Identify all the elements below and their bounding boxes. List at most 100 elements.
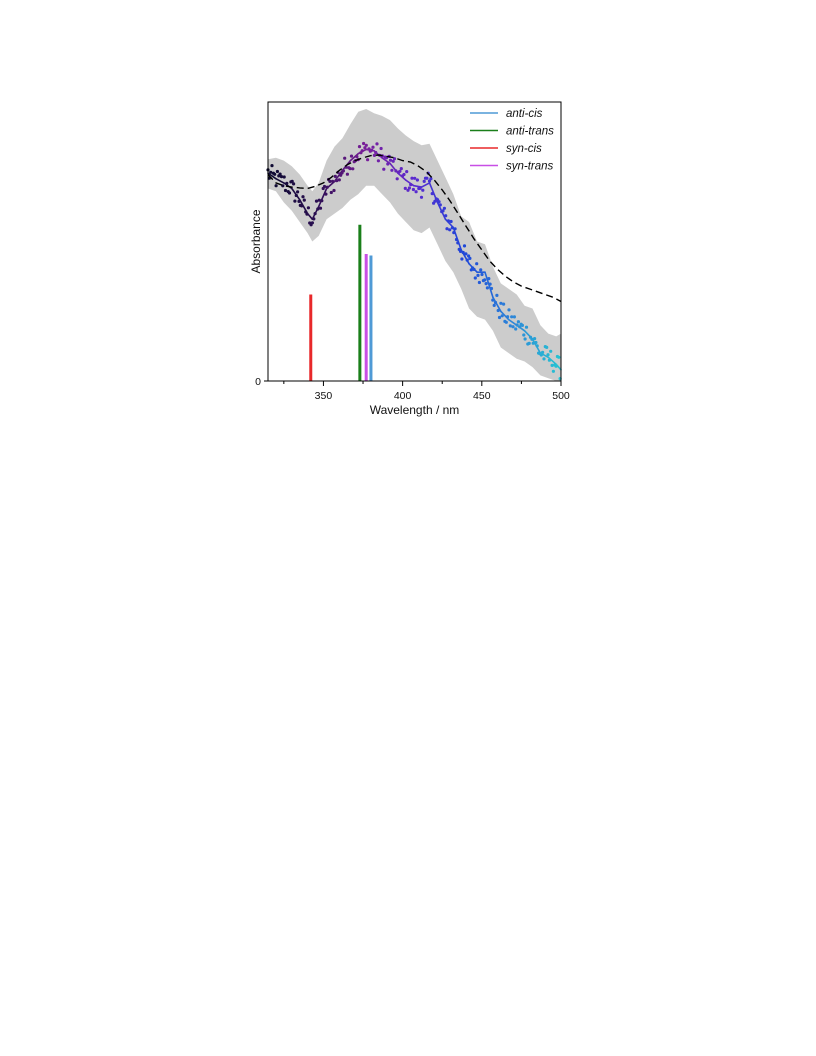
data-point bbox=[551, 369, 556, 373]
data-point bbox=[363, 146, 367, 150]
data-point bbox=[524, 325, 529, 329]
experimental-line-segment bbox=[349, 152, 360, 162]
experimental-line-segment bbox=[507, 318, 518, 327]
experimental-line-segment bbox=[499, 310, 510, 321]
data-point bbox=[557, 355, 561, 359]
data-point bbox=[275, 169, 279, 174]
y-tick-label: 0 bbox=[255, 376, 261, 388]
experimental-line-segment bbox=[298, 198, 309, 215]
x-tick-label: 450 bbox=[473, 390, 491, 402]
data-point bbox=[516, 320, 521, 324]
x-axis-label: Wavelength / nm bbox=[370, 403, 460, 417]
data-point bbox=[512, 315, 517, 319]
data-point bbox=[274, 184, 278, 188]
data-point bbox=[480, 272, 484, 277]
data-point bbox=[403, 186, 407, 190]
axis-ticks-layer: 350 400 450 500 0 bbox=[255, 376, 570, 402]
data-point bbox=[273, 172, 277, 176]
data-point bbox=[533, 337, 537, 341]
data-point bbox=[460, 257, 464, 261]
data-point bbox=[390, 168, 394, 172]
data-point bbox=[502, 302, 506, 306]
data-point bbox=[504, 320, 508, 324]
data-point bbox=[510, 315, 514, 319]
data-point bbox=[445, 227, 449, 231]
data-point bbox=[310, 221, 314, 225]
data-point bbox=[293, 199, 297, 203]
data-point bbox=[399, 167, 403, 171]
data-point bbox=[362, 141, 366, 146]
data-point bbox=[314, 199, 319, 203]
experimental-line-segment bbox=[275, 177, 285, 184]
data-point bbox=[476, 273, 480, 277]
y-axis-label: Absorbance bbox=[249, 209, 263, 273]
data-point bbox=[484, 282, 488, 286]
data-point bbox=[449, 219, 453, 224]
data-point bbox=[520, 323, 525, 327]
data-point bbox=[545, 345, 549, 349]
experimental-line-segment bbox=[373, 150, 383, 159]
experimental-line-segment bbox=[460, 249, 470, 265]
data-point bbox=[500, 314, 504, 318]
data-point bbox=[270, 164, 274, 168]
experimental-line-segment bbox=[267, 172, 277, 180]
data-point bbox=[301, 195, 305, 199]
data-point bbox=[375, 142, 379, 146]
data-point bbox=[337, 178, 341, 182]
data-point bbox=[357, 145, 362, 149]
data-point bbox=[415, 178, 419, 182]
x-tick-label: 400 bbox=[394, 390, 412, 402]
data-point bbox=[467, 254, 471, 258]
series-lines-layer bbox=[267, 148, 562, 371]
data-point bbox=[542, 357, 546, 361]
data-point bbox=[343, 156, 347, 160]
data-point bbox=[483, 278, 487, 282]
experimental-line-segment bbox=[325, 180, 336, 190]
data-point bbox=[442, 206, 446, 210]
experimental-line-segment bbox=[311, 205, 320, 220]
data-point bbox=[427, 179, 432, 183]
experimental-line-segment bbox=[365, 148, 375, 152]
legend-label-syn-cis: syn-cis bbox=[506, 143, 542, 155]
data-point bbox=[522, 333, 526, 337]
experimental-line-segment bbox=[523, 329, 534, 340]
data-point bbox=[282, 175, 286, 179]
data-point bbox=[422, 179, 426, 183]
experimental-line-segment bbox=[317, 187, 328, 208]
experimental-line-segment bbox=[333, 169, 344, 183]
data-point bbox=[349, 154, 354, 158]
experimental-line-segment bbox=[515, 324, 526, 332]
legend-label-syn-trans: syn-trans bbox=[506, 161, 554, 173]
data-point bbox=[402, 172, 406, 177]
data-point bbox=[391, 159, 395, 163]
data-point bbox=[332, 188, 336, 193]
data-point bbox=[508, 324, 512, 328]
data-point bbox=[495, 293, 499, 297]
experimental-line-segment bbox=[531, 338, 542, 354]
data-point bbox=[287, 191, 292, 195]
data-point bbox=[372, 153, 376, 157]
data-point bbox=[366, 158, 370, 162]
data-point bbox=[364, 143, 368, 147]
data-point bbox=[546, 353, 550, 357]
data-point bbox=[407, 186, 411, 190]
data-point bbox=[351, 167, 355, 171]
data-point bbox=[283, 188, 288, 193]
data-point bbox=[290, 179, 294, 183]
experimental-line-segment bbox=[547, 356, 558, 366]
data-point bbox=[411, 187, 415, 192]
data-point bbox=[511, 325, 515, 329]
data-point bbox=[485, 286, 489, 290]
experimental-line-segment bbox=[420, 182, 431, 188]
data-point bbox=[405, 170, 409, 174]
experimental-line-segment bbox=[404, 179, 415, 187]
experimental-line-segment bbox=[290, 187, 301, 201]
data-point bbox=[406, 188, 410, 192]
data-point bbox=[376, 159, 380, 163]
data-point bbox=[550, 363, 554, 367]
data-point bbox=[527, 341, 531, 345]
x-tick-label: 500 bbox=[552, 390, 570, 402]
data-point bbox=[421, 188, 425, 192]
data-point bbox=[497, 315, 502, 320]
data-point bbox=[475, 262, 479, 266]
